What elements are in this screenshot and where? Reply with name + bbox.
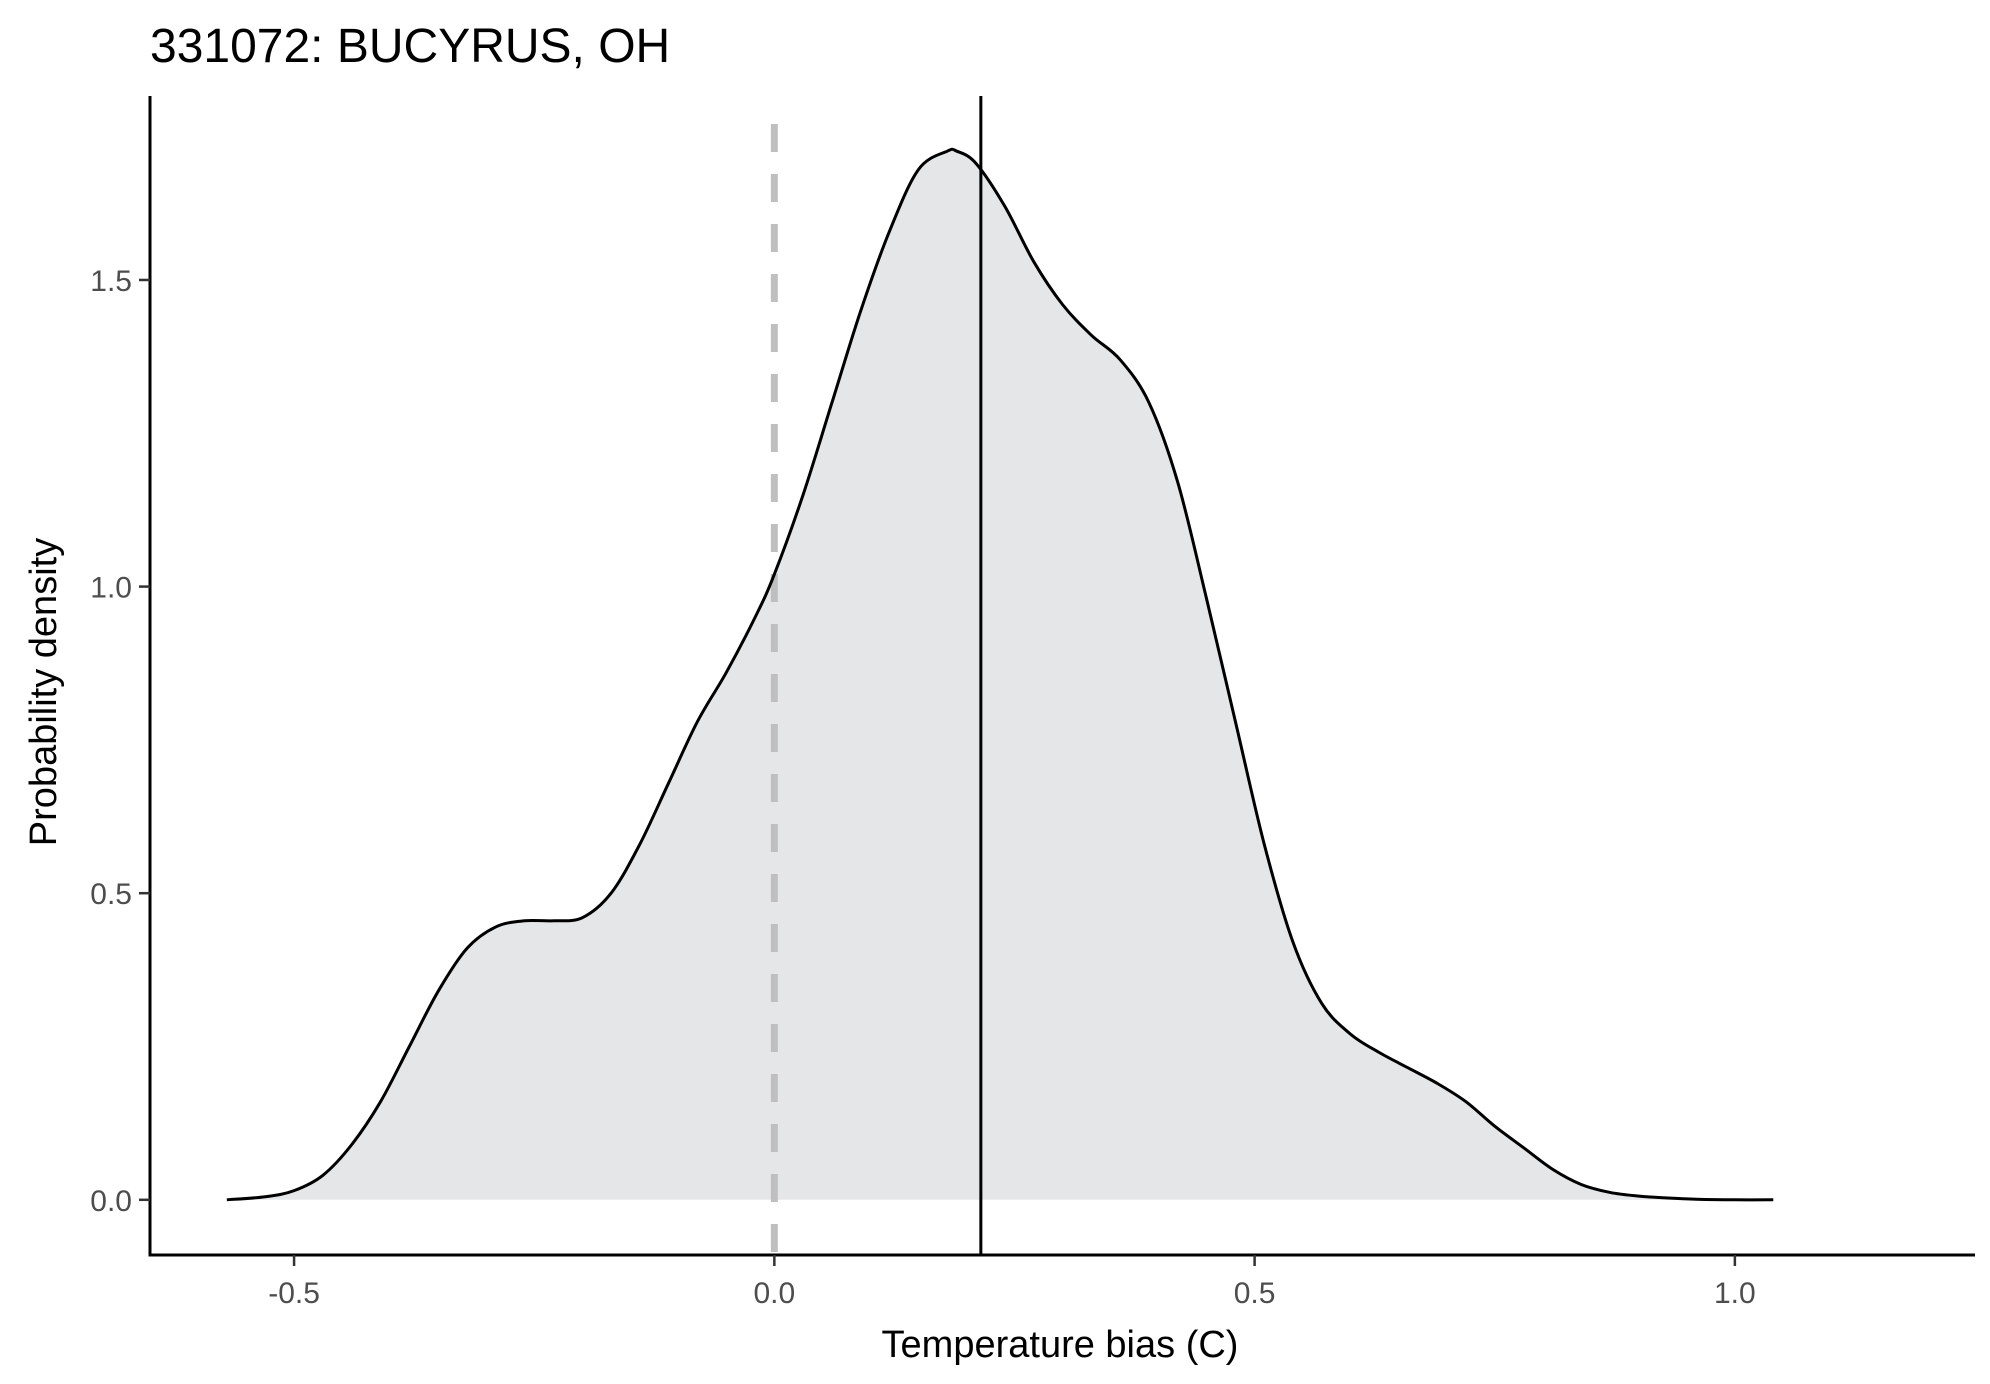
y-axis-ticks: 0.0 0.5 1.0 1.5: [90, 265, 150, 1218]
y-tick-label: 1.0: [90, 572, 132, 605]
x-tick-label: 0.0: [753, 1277, 795, 1310]
x-axis-ticks: -0.5 0.0 0.5 1.0: [268, 1255, 1756, 1310]
chart-title: 331072: BUCYRUS, OH: [150, 20, 670, 73]
plot-area: [226, 96, 1774, 1255]
x-tick-label: -0.5: [268, 1277, 320, 1310]
y-axis-title: Probability density: [23, 538, 65, 846]
y-tick-label: 0.5: [90, 878, 132, 911]
density-fill-area: [226, 149, 1774, 1200]
x-tick-label: 0.5: [1234, 1277, 1276, 1310]
y-tick-label: 1.5: [90, 265, 132, 298]
x-axis-title: Temperature bias (C): [882, 1324, 1239, 1366]
density-curve-line: [226, 147, 1774, 1202]
x-tick-label: 1.0: [1714, 1277, 1756, 1310]
y-tick-label: 0.0: [90, 1185, 132, 1218]
